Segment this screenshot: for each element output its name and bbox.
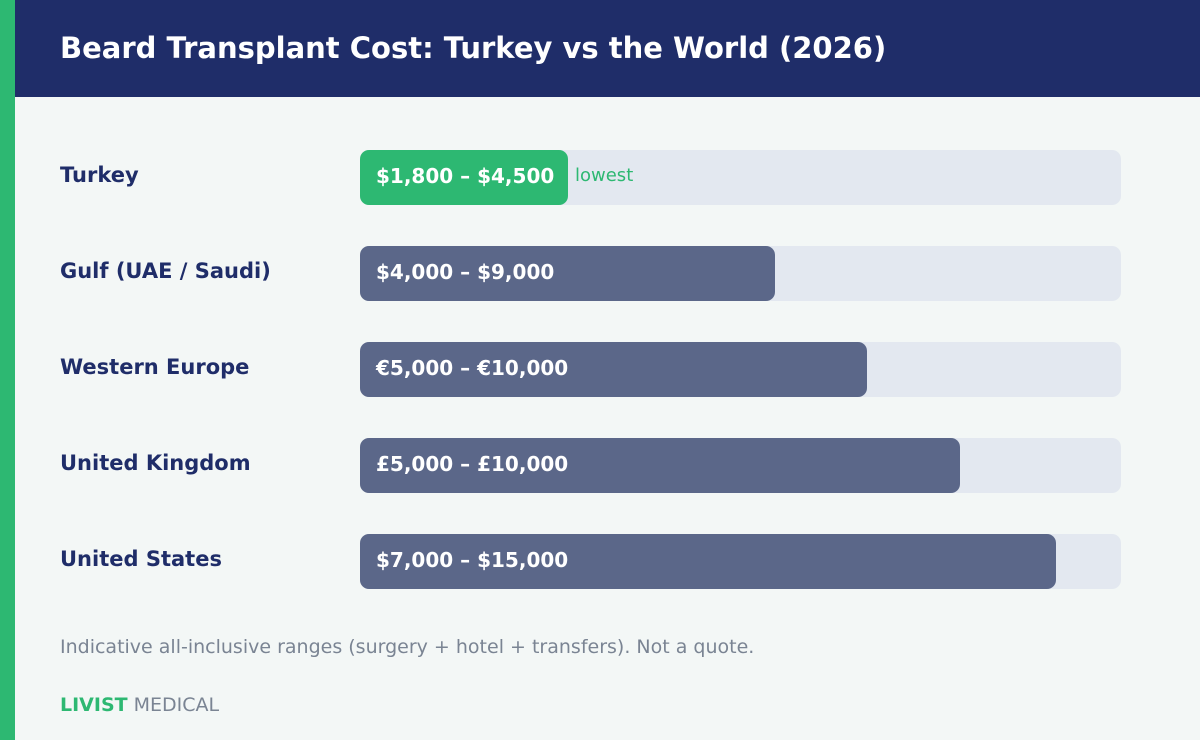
chart-title: Beard Transplant Cost: Turkey vs the Wor… (60, 31, 887, 65)
category-label: Western Europe (60, 355, 250, 379)
bar (360, 534, 1056, 589)
bar (360, 246, 775, 301)
bar-row: Gulf (UAE / Saudi) $4,000 – $9,000 (0, 246, 1200, 301)
category-label: United States (60, 547, 222, 571)
bar (360, 342, 867, 397)
bar-value-label: £5,000 – £10,000 (376, 452, 569, 476)
category-label: United Kingdom (60, 451, 251, 475)
header-bar: Beard Transplant Cost: Turkey vs the Wor… (15, 0, 1200, 97)
bar (360, 438, 960, 493)
bar-track (360, 342, 1121, 397)
category-label: Gulf (UAE / Saudi) (60, 259, 271, 283)
brand-secondary: MEDICAL (133, 694, 220, 716)
bar-value-label: $7,000 – $15,000 (376, 548, 569, 572)
bar-row: Turkey $1,800 – $4,500 lowest (0, 150, 1200, 205)
brand-primary: LIVIST (60, 694, 128, 716)
brand-logo: LIVIST MEDICAL (60, 694, 219, 716)
bar-value-label: €5,000 – €10,000 (376, 356, 569, 380)
category-label: Turkey (60, 163, 139, 187)
bar-track (360, 534, 1121, 589)
lowest-tag: lowest (575, 165, 634, 186)
bar-track (360, 246, 1121, 301)
bar-row: Western Europe €5,000 – €10,000 (0, 342, 1200, 397)
bar-value-label: $4,000 – $9,000 (376, 260, 555, 284)
footnote: Indicative all-inclusive ranges (surgery… (60, 636, 755, 658)
bar-track (360, 438, 1121, 493)
bar-value-label: $1,800 – $4,500 (376, 164, 555, 188)
bar-row: United States $7,000 – $15,000 (0, 534, 1200, 589)
accent-strip (0, 0, 15, 740)
bar-row: United Kingdom £5,000 – £10,000 (0, 438, 1200, 493)
bar-track (360, 150, 1121, 205)
bar (360, 150, 568, 205)
